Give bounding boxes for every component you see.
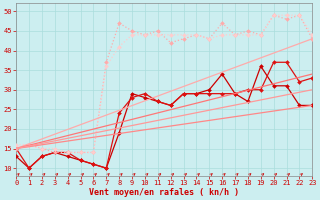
X-axis label: Vent moyen/en rafales ( kn/h ): Vent moyen/en rafales ( kn/h ) xyxy=(89,188,239,197)
